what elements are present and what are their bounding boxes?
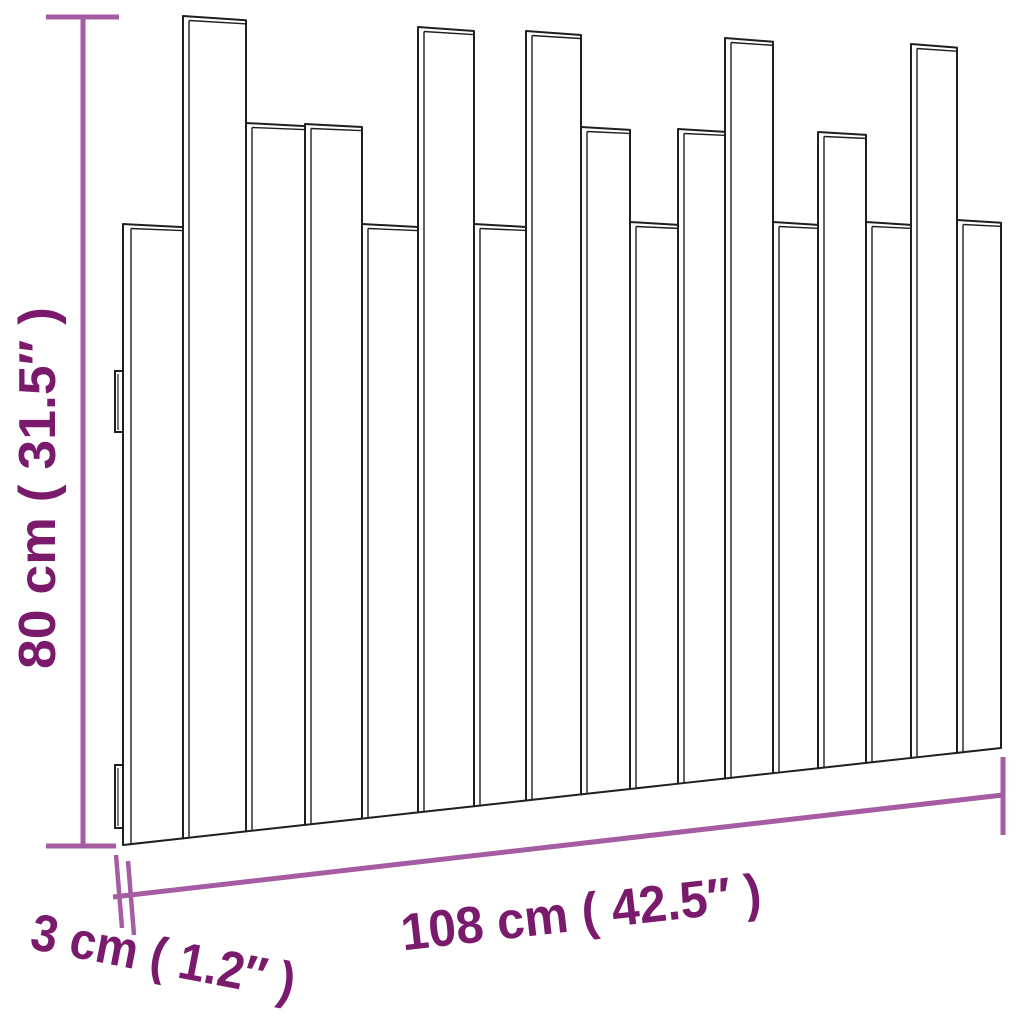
slat-top-edge xyxy=(367,227,418,232)
slat-top-edge xyxy=(635,225,678,230)
slat xyxy=(910,43,958,759)
slat xyxy=(473,223,527,808)
slat-top-edge xyxy=(188,19,246,25)
depth-dimension-label: 3 cm ( 1.2″ ) xyxy=(26,903,300,1011)
slat xyxy=(865,221,912,764)
slat-top-edge xyxy=(778,225,818,230)
height-dimension-label: 80 cm ( 31.5″ ) xyxy=(9,307,67,669)
slat xyxy=(122,223,184,846)
slat-top-edge xyxy=(916,47,957,52)
slat-top-edge xyxy=(823,135,866,140)
slat xyxy=(417,26,475,814)
headboard-drawing xyxy=(114,15,1002,846)
slat xyxy=(956,219,1002,754)
slat-top-edge xyxy=(962,223,1001,227)
slat xyxy=(245,122,306,833)
slat xyxy=(629,221,679,790)
depth-dimension-tick xyxy=(113,854,125,929)
slat xyxy=(772,221,819,775)
slat xyxy=(361,223,419,820)
dimension-lines-group xyxy=(46,14,1006,936)
slat xyxy=(817,131,867,770)
slat-top-edge xyxy=(871,225,911,230)
slat-top-edge xyxy=(531,34,581,40)
width-dimension-label: 108 cm ( 42.5″ ) xyxy=(398,864,764,963)
slat xyxy=(677,128,726,785)
slat-top-edge xyxy=(130,227,183,232)
slat-top-edge xyxy=(310,127,362,132)
slat-top-edge xyxy=(730,41,773,46)
depth-dimension-tick xyxy=(125,860,137,936)
slat xyxy=(525,30,582,802)
slat xyxy=(724,37,774,780)
slat xyxy=(182,15,247,840)
slat-top-edge xyxy=(586,130,630,135)
slat-top-edge xyxy=(479,227,526,232)
slat-top-edge xyxy=(251,126,305,131)
slat-top-edge xyxy=(683,132,725,137)
width-dimension-line xyxy=(112,792,1004,900)
slat xyxy=(580,126,631,796)
slat xyxy=(304,123,363,826)
slat-top-edge xyxy=(423,30,474,36)
